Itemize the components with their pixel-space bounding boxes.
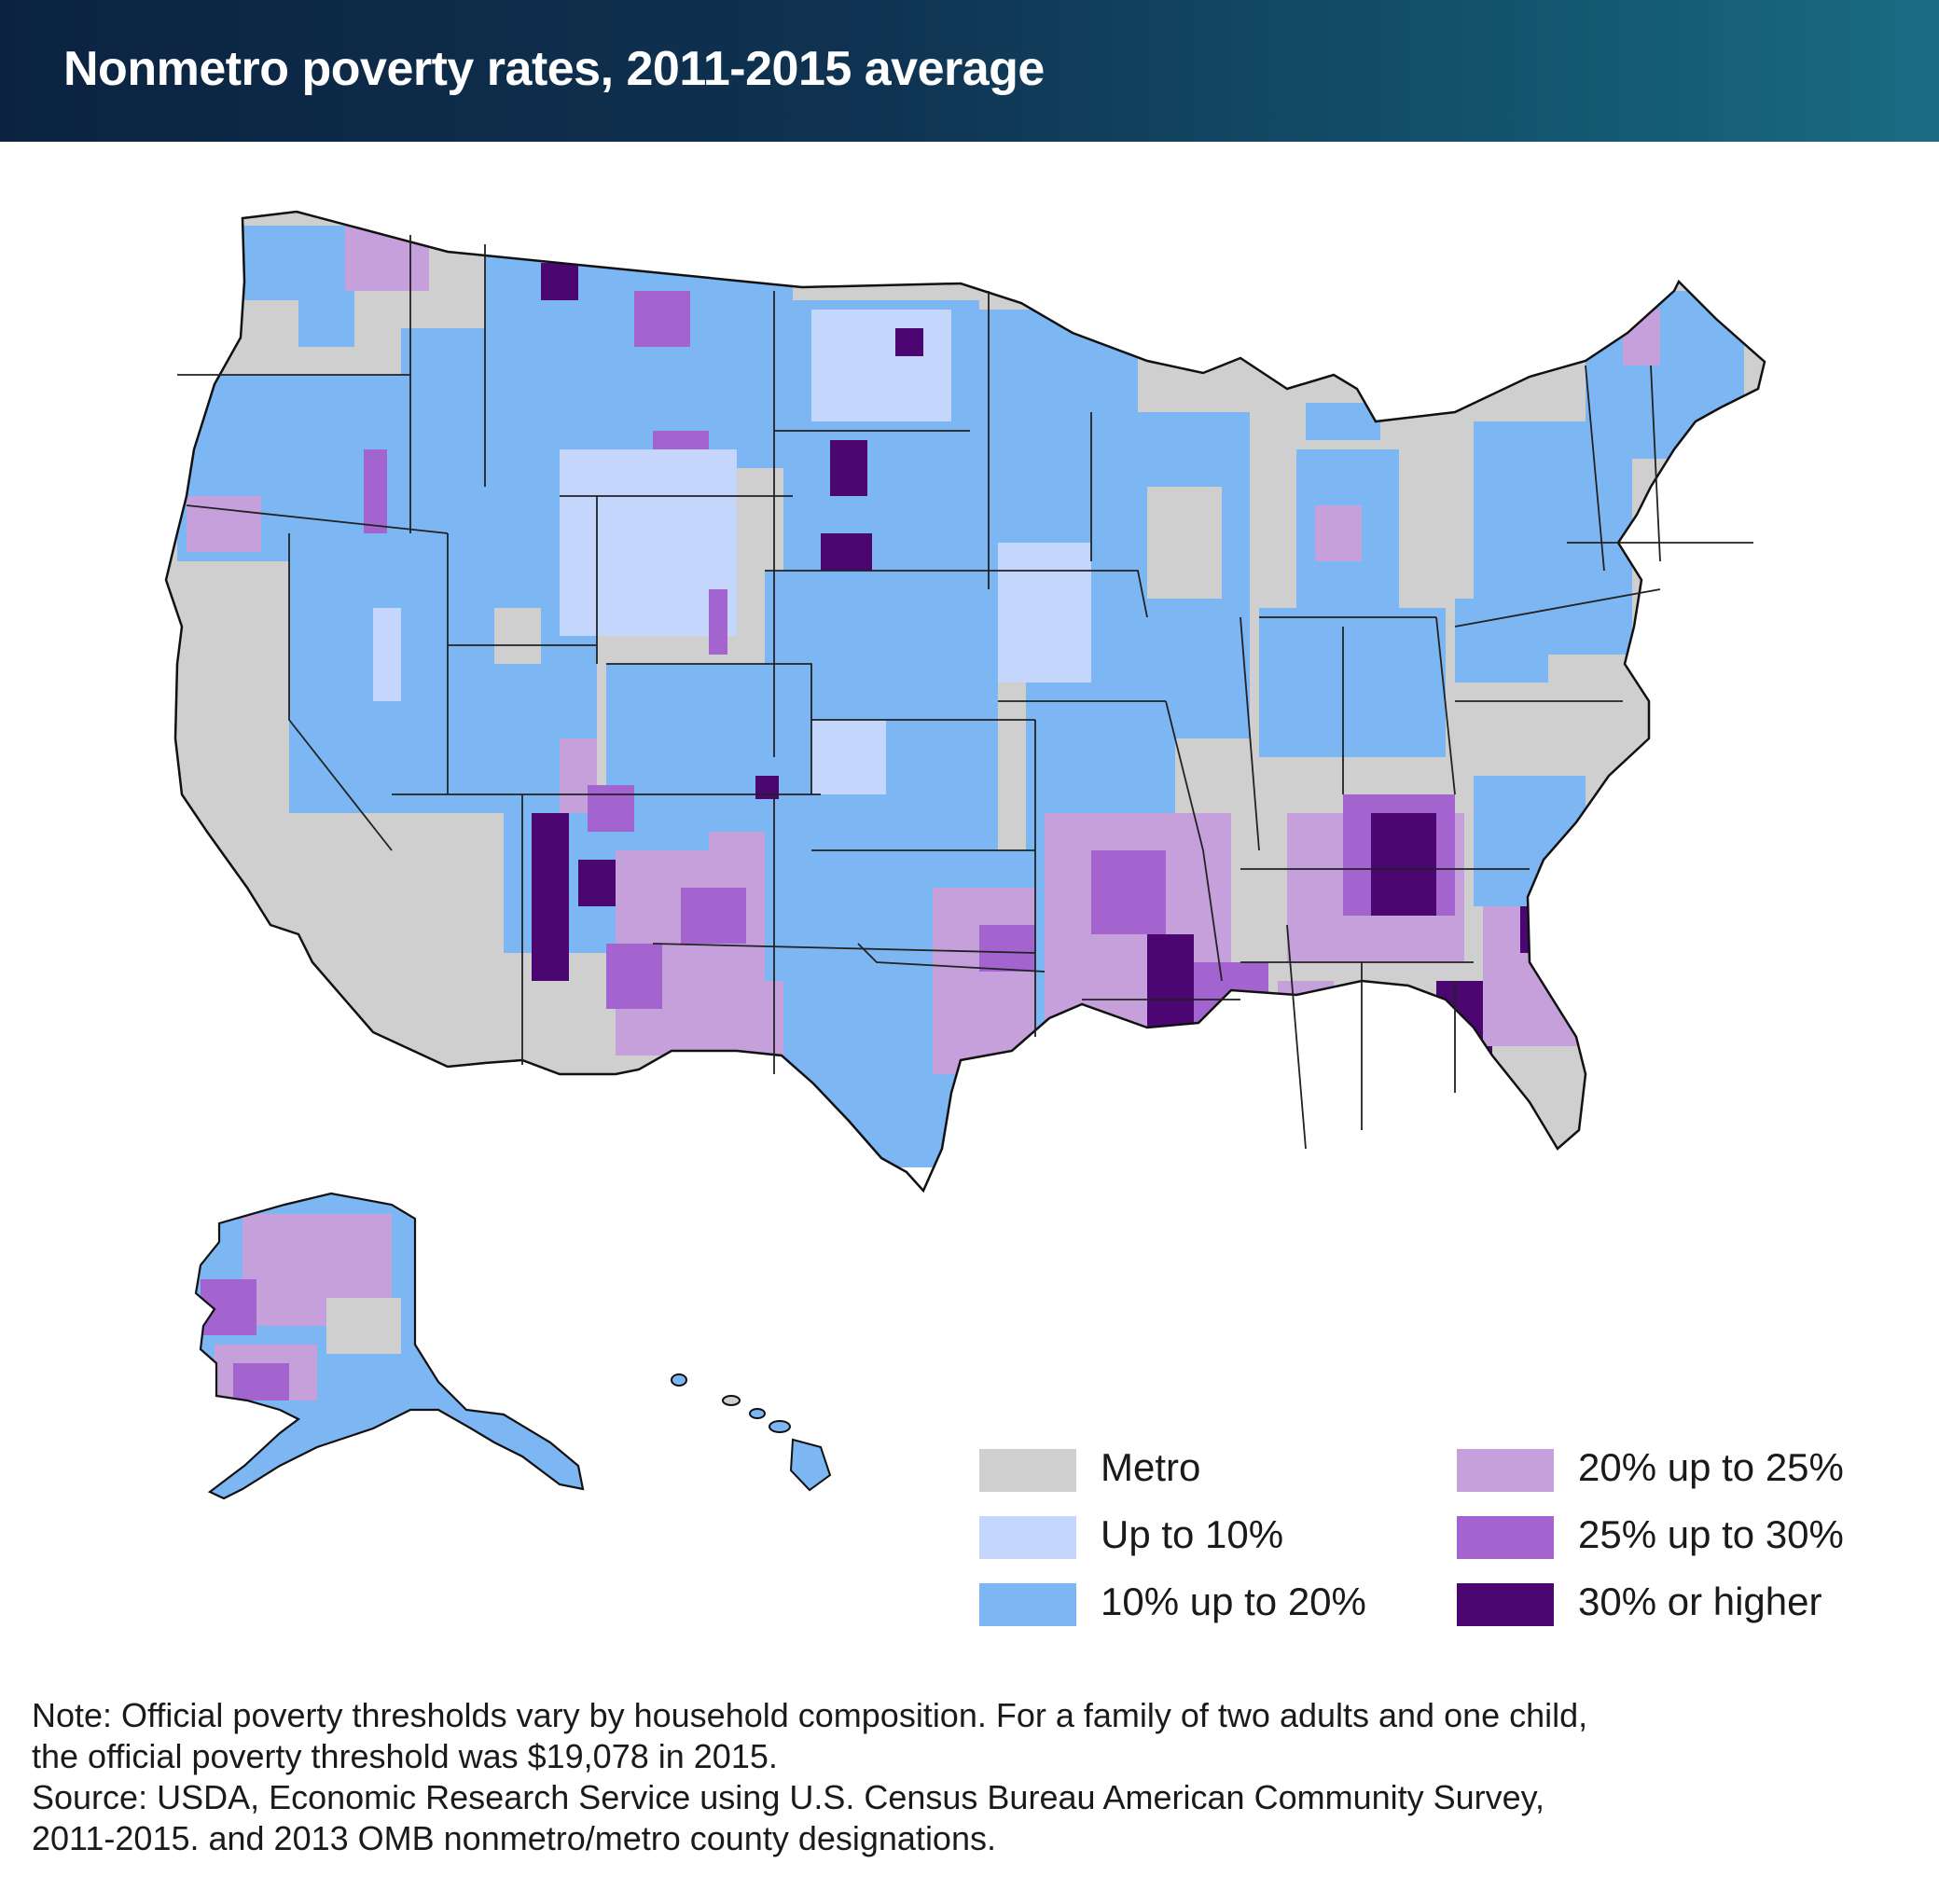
map-legend: Metro Up to 10% 10% up to 20% 20% up to … bbox=[979, 1445, 1912, 1650]
alaska-outline bbox=[194, 1192, 585, 1500]
footnote: Note: Official poverty thresholds vary b… bbox=[32, 1695, 1916, 1859]
hawaii bbox=[671, 1373, 832, 1492]
legend-swatch bbox=[1457, 1516, 1554, 1559]
legend-swatch bbox=[979, 1583, 1076, 1626]
state-boundaries bbox=[177, 235, 1753, 1150]
source-line: Source: USDA, Economic Research Service … bbox=[32, 1778, 1544, 1816]
contiguous-us bbox=[166, 212, 1765, 1186]
legend-label: 30% or higher bbox=[1578, 1580, 1822, 1623]
map-svg bbox=[164, 210, 1766, 1500]
us-outline bbox=[164, 210, 1766, 1193]
title-banner: Nonmetro poverty rates, 2011-2015 averag… bbox=[0, 0, 1939, 142]
legend-swatch bbox=[1457, 1449, 1554, 1492]
legend-label: 20% up to 25% bbox=[1578, 1445, 1844, 1489]
legend-label: 10% up to 20% bbox=[1101, 1580, 1366, 1623]
map-title: Nonmetro poverty rates, 2011-2015 averag… bbox=[63, 42, 1045, 96]
legend-label: 25% up to 30% bbox=[1578, 1512, 1844, 1556]
note-line: the official poverty threshold was $19,0… bbox=[32, 1737, 778, 1775]
legend-swatch bbox=[1457, 1583, 1554, 1626]
legend-swatch bbox=[979, 1516, 1076, 1559]
legend-label: Metro bbox=[1101, 1445, 1201, 1489]
source-line: 2011-2015. and 2013 OMB nonmetro/metro c… bbox=[32, 1819, 996, 1857]
note-line: Note: Official poverty thresholds vary b… bbox=[32, 1696, 1588, 1734]
poverty-map bbox=[0, 142, 1939, 1671]
legend-label: Up to 10% bbox=[1101, 1512, 1284, 1556]
legend-swatch bbox=[979, 1449, 1076, 1492]
alaska bbox=[196, 1193, 583, 1498]
